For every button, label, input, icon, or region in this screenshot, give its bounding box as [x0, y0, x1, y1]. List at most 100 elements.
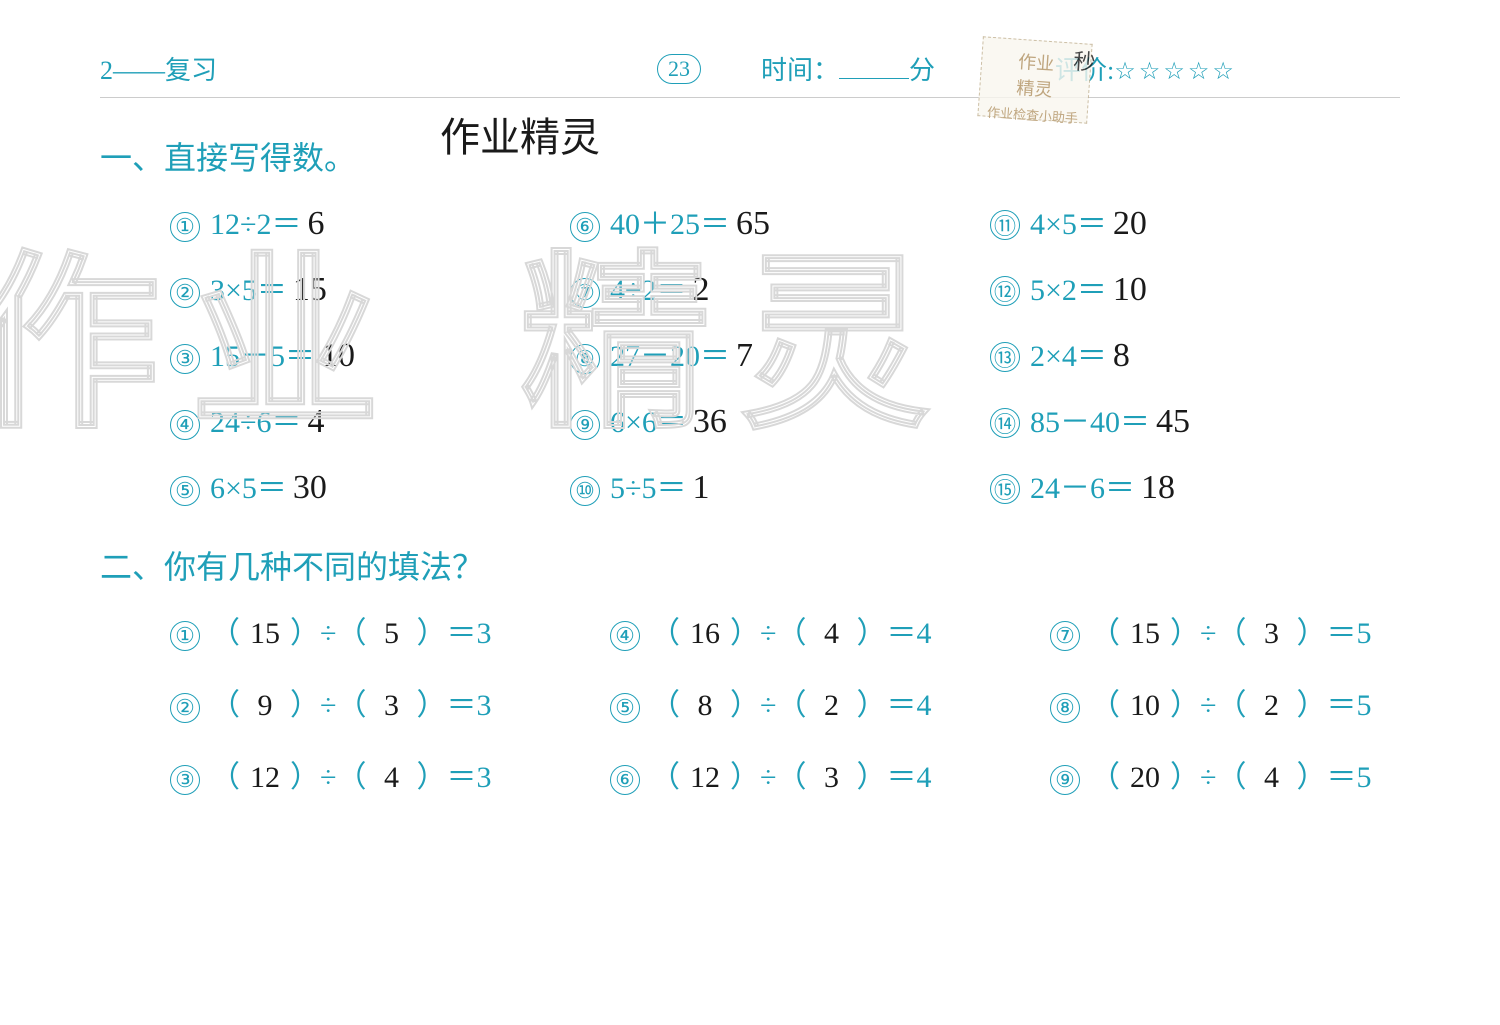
problem-number: ⑨ [570, 410, 600, 440]
problem-expression: 3×5＝ [210, 265, 287, 309]
fill-divisor[interactable]: 2 [1246, 689, 1296, 723]
problem-answer: 7 [736, 337, 753, 375]
fill-divisor[interactable]: 3 [806, 761, 856, 795]
equals-sign: ＝ [886, 608, 916, 652]
paren-open: （ [776, 752, 806, 796]
paren-close: ） [1170, 752, 1200, 796]
fill-dividend[interactable]: 12 [240, 761, 290, 795]
fill-item: ⑨（20）÷（4）＝5 [1050, 752, 1470, 796]
paren-close: ） [1296, 752, 1326, 796]
problem-number: ⑨ [1050, 765, 1080, 795]
problem-number: ⑫ [990, 276, 1020, 306]
fill-item: ③（12）÷（4）＝3 [170, 752, 590, 796]
paren-close: ） [416, 680, 446, 724]
paren-open: （ [650, 752, 680, 796]
divide-sign: ÷ [760, 761, 776, 795]
stamp-small: 作业检查小助手 [978, 101, 1087, 127]
problem-answer: 1 [692, 469, 709, 507]
paren-open: （ [1090, 680, 1120, 724]
fill-divisor[interactable]: 2 [806, 689, 856, 723]
problem-expression: 85－40＝ [1030, 397, 1150, 441]
paren-close: ） [1296, 680, 1326, 724]
paren-close: ） [1296, 608, 1326, 652]
problem-number: ② [170, 693, 200, 723]
problem-answer: 15 [293, 271, 327, 309]
stamp-logo: 作业 精灵 作业检查小助手 秒 [977, 36, 1092, 123]
problem-item: ⑤ 6×5＝30 [170, 463, 520, 507]
result-value: 4 [916, 617, 931, 651]
handwritten-header: 作业精灵 [440, 105, 600, 163]
problem-expression: 40＋25＝ [610, 199, 730, 243]
fill-dividend[interactable]: 15 [1120, 617, 1170, 651]
paren-close: ） [856, 608, 886, 652]
problem-number: ⑥ [570, 212, 600, 242]
fill-divisor[interactable]: 3 [1246, 617, 1296, 651]
fill-dividend[interactable]: 20 [1120, 761, 1170, 795]
result-value: 5 [1356, 617, 1371, 651]
problem-item: ⑪4×5＝20 [990, 199, 1340, 243]
fill-divisor[interactable]: 4 [366, 761, 416, 795]
paren-open: （ [336, 680, 366, 724]
problem-expression: 4×5＝ [1030, 199, 1107, 243]
fill-dividend[interactable]: 10 [1120, 689, 1170, 723]
fill-item: ④（16）÷（4）＝4 [610, 608, 1030, 652]
fill-divisor[interactable]: 4 [806, 617, 856, 651]
problem-number: ⑤ [170, 476, 200, 506]
problem-item: ⑥ 40＋25＝65 [570, 199, 940, 243]
section2-problems-grid: ①（15）÷（5）＝3④（16）÷（4）＝4⑦（15）÷（3）＝5②（9）÷（3… [170, 608, 1400, 796]
paren-close: ） [290, 608, 320, 652]
problem-expression: 6×5＝ [210, 463, 287, 507]
problem-answer: 2 [692, 271, 709, 309]
paren-open: （ [650, 680, 680, 724]
fill-item: ⑤（8）÷（2）＝4 [610, 680, 1030, 724]
problem-answer: 65 [736, 205, 770, 243]
fill-dividend[interactable]: 12 [680, 761, 730, 795]
paren-close: ） [730, 752, 760, 796]
fill-dividend[interactable]: 9 [240, 689, 290, 723]
paren-close: ） [416, 608, 446, 652]
fill-dividend[interactable]: 8 [680, 689, 730, 723]
problem-number: ⑦ [570, 278, 600, 308]
equals-sign: ＝ [886, 752, 916, 796]
stamp-line1: 作业 [1018, 52, 1055, 74]
problem-answer: 6 [307, 205, 324, 243]
problem-expression: 5÷5＝ [610, 463, 686, 507]
paren-open: （ [210, 608, 240, 652]
paren-open: （ [1090, 752, 1120, 796]
paren-close: ） [856, 680, 886, 724]
time-label-text: 时间： [761, 56, 839, 85]
result-value: 4 [916, 761, 931, 795]
result-value: 4 [916, 689, 931, 723]
problem-expression: 2×4＝ [1030, 331, 1107, 375]
section1-problems-grid: ①12÷2＝6⑥40＋25＝65⑪4×5＝20②3×5＝15⑦4÷2＝2⑫5×2… [170, 199, 1400, 507]
problem-number: ⑦ [1050, 621, 1080, 651]
problem-number: ① [170, 621, 200, 651]
problem-number: ⑬ [990, 342, 1020, 372]
fill-item: ②（9）÷（3）＝3 [170, 680, 590, 724]
problem-number: ⑥ [610, 765, 640, 795]
problem-number: ⑪ [990, 210, 1020, 240]
paren-close: ） [730, 608, 760, 652]
result-value: 5 [1356, 761, 1371, 795]
fill-divisor[interactable]: 4 [1246, 761, 1296, 795]
fill-dividend[interactable]: 15 [240, 617, 290, 651]
fill-divisor[interactable]: 3 [366, 689, 416, 723]
paren-close: ） [290, 680, 320, 724]
fill-item: ⑦（15）÷（3）＝5 [1050, 608, 1470, 652]
problem-item: ⑮24－6＝18 [990, 463, 1340, 507]
equals-sign: ＝ [446, 680, 476, 724]
problem-item: ①12÷2＝6 [170, 199, 520, 243]
page-header: 2——复习 23 时间：分 评价:☆☆☆☆☆ 作业 精灵 作业检查小助手 秒 [100, 50, 1400, 98]
problem-number: ③ [170, 765, 200, 795]
rating-stars: ☆☆☆☆☆ [1114, 59, 1237, 85]
problem-number: ④ [170, 410, 200, 440]
time-blank[interactable] [839, 55, 909, 79]
paren-close: ） [416, 752, 446, 796]
problem-answer: 10 [321, 337, 355, 375]
fill-divisor[interactable]: 5 [366, 617, 416, 651]
problem-answer: 30 [293, 469, 327, 507]
problem-expression: 6×6＝ [610, 397, 687, 441]
problem-item: ③15－5＝10 [170, 331, 520, 375]
page-number-badge: 23 [657, 54, 701, 84]
fill-dividend[interactable]: 16 [680, 617, 730, 651]
